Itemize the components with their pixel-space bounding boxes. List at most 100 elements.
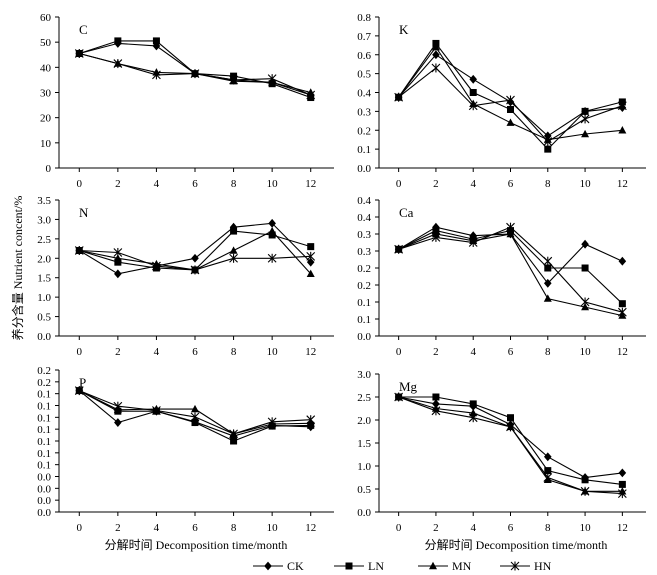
y-tick-label: 0.1 <box>37 448 51 460</box>
x-tick-label: 4 <box>154 346 160 358</box>
data-point <box>469 400 477 408</box>
y-tick-label: 1.5 <box>357 438 371 450</box>
series-hn <box>74 246 316 275</box>
data-point <box>268 218 276 228</box>
data-point <box>506 95 515 105</box>
data-point <box>307 243 315 251</box>
y-tick-label: 0.1 <box>37 389 51 401</box>
x-tick-label: 12 <box>617 346 628 358</box>
data-point <box>468 413 478 423</box>
data-point <box>190 412 200 422</box>
x-axis-title-right: 分解时间 Decomposition time/month <box>425 538 608 552</box>
data-point <box>191 253 199 263</box>
x-tick-label: 10 <box>580 346 592 358</box>
y-tick-label: 0.3 <box>357 229 371 241</box>
y-tick-label: 2.5 <box>37 234 51 246</box>
data-point <box>618 468 627 478</box>
data-point <box>469 74 478 84</box>
y-tick-label: 1.5 <box>37 273 51 285</box>
panel-label: C <box>79 22 88 37</box>
x-tick-label: 6 <box>192 522 198 534</box>
data-point <box>506 422 515 432</box>
data-point <box>580 297 590 307</box>
y-tick-label: 0.3 <box>357 106 371 118</box>
data-point <box>431 232 441 242</box>
y-tick-label: 0.0 <box>357 331 371 343</box>
x-tick-label: 12 <box>617 522 628 534</box>
y-tick-label: 40 <box>40 62 52 74</box>
y-tick-label: 0.0 <box>37 507 51 519</box>
y-tick-label: 3.0 <box>357 369 371 381</box>
data-point <box>617 101 627 111</box>
y-tick-label: 10 <box>40 138 52 150</box>
data-point <box>618 480 626 488</box>
legend-marker <box>429 561 437 570</box>
x-tick-label: 0 <box>396 522 402 534</box>
data-point <box>580 486 590 496</box>
data-point <box>306 251 316 261</box>
legend-item-hn: HN <box>500 559 552 573</box>
x-tick-label: 0 <box>396 346 402 358</box>
x-tick-label: 6 <box>192 346 198 358</box>
data-point <box>191 404 199 413</box>
data-point <box>191 419 199 427</box>
data-point <box>306 415 316 425</box>
y-tick-label: 20 <box>40 113 52 125</box>
data-point <box>394 392 404 402</box>
data-point <box>114 269 122 279</box>
x-tick-label: 2 <box>433 522 439 534</box>
legend-label: CK <box>287 559 304 573</box>
y-tick-label: 0.2 <box>357 263 371 275</box>
data-point <box>543 278 552 288</box>
x-tick-label: 6 <box>508 522 514 534</box>
x-tick-label: 2 <box>115 346 121 358</box>
y-tick-label: 0.1 <box>37 401 51 413</box>
data-point <box>581 476 589 484</box>
legend-label: LN <box>368 559 384 573</box>
data-point <box>431 63 441 73</box>
data-point <box>152 37 160 45</box>
x-tick-label: 8 <box>545 178 551 190</box>
panel-label: P <box>79 375 86 390</box>
data-point <box>580 114 590 124</box>
y-tick-label: 1.0 <box>357 461 371 473</box>
y-tick-label: 0.1 <box>357 314 371 326</box>
data-point <box>394 244 404 254</box>
y-tick-label: 0.1 <box>37 412 51 424</box>
x-tick-label: 4 <box>470 178 476 190</box>
x-tick-label: 12 <box>617 178 628 190</box>
x-tick-label: 2 <box>115 522 121 534</box>
x-tick-label: 10 <box>580 178 592 190</box>
data-point <box>432 399 440 409</box>
x-tick-label: 8 <box>231 522 237 534</box>
y-tick-label: 0.1 <box>37 424 51 436</box>
data-point <box>543 294 552 302</box>
x-tick-label: 6 <box>508 346 514 358</box>
legend-item-ck: CK <box>253 559 304 573</box>
data-point <box>152 70 161 80</box>
data-point <box>229 253 238 263</box>
data-point <box>74 48 84 58</box>
data-point <box>618 256 627 266</box>
x-tick-label: 2 <box>433 178 439 190</box>
x-tick-label: 12 <box>305 178 316 190</box>
y-tick-label: 0.4 <box>357 195 371 207</box>
data-point <box>113 254 122 262</box>
data-point <box>617 307 627 317</box>
data-point <box>229 75 238 85</box>
x-tick-label: 8 <box>545 522 551 534</box>
series-hn <box>394 63 627 147</box>
x-tick-label: 6 <box>192 178 198 190</box>
x-tick-label: 8 <box>231 178 237 190</box>
x-tick-label: 0 <box>77 522 83 534</box>
y-tick-label: 0.6 <box>357 50 371 62</box>
y-tick-label: 0.2 <box>357 280 371 292</box>
panel-p: 0.00.00.00.00.10.10.10.10.10.10.10.20.20… <box>37 365 334 534</box>
y-tick-label: 0.3 <box>357 246 371 258</box>
y-tick-label: 3.0 <box>37 214 51 226</box>
y-tick-label: 0.0 <box>357 507 371 519</box>
y-tick-label: 0.5 <box>357 69 371 81</box>
data-point <box>306 269 315 278</box>
x-tick-label: 10 <box>580 522 592 534</box>
data-point <box>581 239 589 249</box>
